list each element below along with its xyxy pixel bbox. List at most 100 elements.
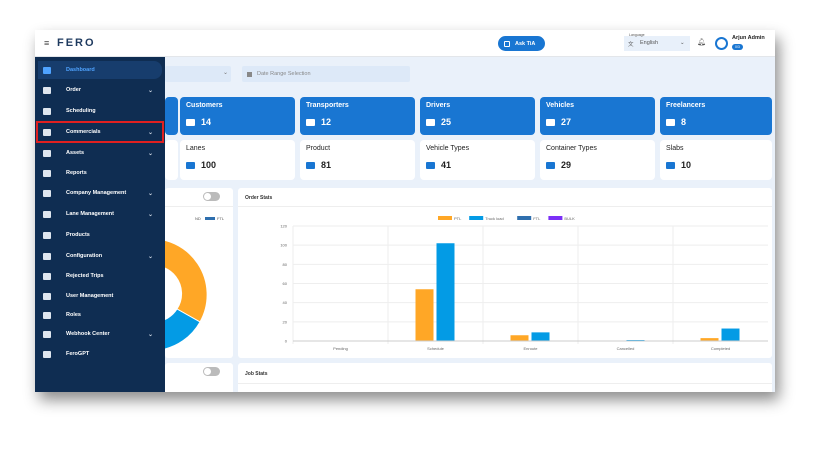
legend-label: FTL (533, 216, 541, 221)
stat-value: 14 (201, 117, 212, 127)
sidebar-item-rejected-trips[interactable]: Rejected Trips (38, 267, 162, 285)
y-tick-label: 120 (280, 224, 287, 229)
stat-value: 27 (561, 117, 572, 127)
legend-swatch (548, 216, 563, 220)
stat-card-container-types[interactable]: Container Types 29 (540, 140, 655, 180)
stat-value: 10 (681, 160, 692, 170)
chevron-down-icon: ⌄ (680, 40, 685, 46)
sidebar-item-label: Dashboard (66, 67, 95, 73)
stat-value: 81 (321, 160, 332, 170)
sidebar-item-lane-management[interactable]: Lane Management ⌄ (38, 205, 162, 223)
stat-label: Drivers (426, 102, 451, 109)
legend-swatch (438, 216, 452, 220)
transporter-icon (306, 118, 315, 126)
language-value: English (640, 40, 659, 46)
top-header: ≡ FERO Ask TiA Language 文 English ⌄ 🔔︎ A… (35, 30, 775, 57)
roles-icon (43, 311, 51, 319)
legend-label: BULK (564, 216, 575, 221)
ask-tia-button[interactable]: Ask TiA (498, 36, 545, 51)
bell-icon[interactable]: 🔔︎ (697, 39, 706, 46)
x-tick-label: Schedule (427, 346, 444, 351)
sidebar-item-roles[interactable]: Roles (38, 306, 162, 324)
sidebar-item-label: Roles (66, 312, 81, 318)
products-icon (43, 231, 51, 239)
logo: FERO (57, 37, 96, 49)
sidebar-item-reports[interactable]: Reports (38, 164, 162, 182)
filter-select[interactable]: ⌄ (165, 66, 231, 82)
stat-card-transporters[interactable]: Transporters 12 (300, 97, 415, 135)
stat-card-hidden[interactable] (165, 140, 178, 180)
legend-swatch (469, 216, 484, 220)
order-icon (43, 86, 51, 94)
scheduling-icon (43, 107, 51, 115)
commercials-icon (43, 128, 51, 136)
x-tick-label: Pending (333, 346, 348, 351)
date-range-input[interactable]: Date Range Selection (242, 66, 410, 82)
stat-label: Vehicle Types (426, 145, 470, 152)
company-icon (43, 189, 51, 197)
stat-value: 12 (321, 117, 332, 127)
bar-ptl[interactable] (510, 335, 529, 341)
sidebar-item-user-management[interactable]: User Management (38, 287, 162, 305)
stat-card-freelancers[interactable]: Freelancers 8 (660, 97, 772, 135)
sidebar-item-products[interactable]: Products (38, 226, 162, 244)
job-toggle-panel (165, 363, 233, 392)
avatar[interactable] (715, 37, 728, 50)
y-tick-label: 0 (285, 339, 288, 344)
sidebar-item-commercials[interactable]: Commercials ⌄ (36, 121, 164, 143)
language-label: Language (629, 33, 645, 37)
container-icon (546, 161, 555, 169)
lane-icon (43, 210, 51, 218)
stat-label: Product (306, 145, 331, 152)
stat-card-drivers[interactable]: Drivers 25 (420, 97, 535, 135)
stat-label: Container Types (546, 145, 597, 152)
y-tick-label: 40 (283, 300, 288, 305)
legend-label-ftl: FTL (217, 216, 225, 221)
bar-truck-load[interactable] (531, 332, 550, 341)
stat-card-vehicles[interactable]: Vehicles 27 (540, 97, 655, 135)
legend-swatch (517, 216, 532, 220)
donut-slice-truckload (165, 308, 201, 350)
bar-truck-load[interactable] (721, 328, 740, 341)
sidebar-item-company-management[interactable]: Company Management ⌄ (38, 184, 162, 202)
chevron-down-icon: ⌄ (147, 150, 153, 157)
sidebar-item-scheduling[interactable]: Scheduling (38, 102, 162, 120)
stat-card-vehicle-types[interactable]: Vehicle Types 41 (420, 140, 535, 180)
sidebar-item-order[interactable]: Order ⌄ (38, 81, 162, 99)
sidebar-item-webhook-center[interactable]: Webhook Center ⌄ (38, 325, 162, 343)
stat-label: Slabs (666, 145, 684, 152)
gear-icon (43, 252, 51, 260)
sidebar-item-label: FeroGPT (66, 351, 90, 357)
hamburger-menu-icon[interactable]: ≡ (44, 38, 50, 48)
bar-ptl[interactable] (415, 289, 434, 341)
chevron-down-icon: ⌄ (147, 190, 153, 197)
chevron-down-icon: ⌄ (147, 331, 153, 338)
y-tick-label: 20 (283, 319, 288, 324)
bar-truck-load[interactable] (436, 243, 455, 341)
stat-card-lanes[interactable]: Lanes 100 (180, 140, 295, 180)
sidebar-item-ferogpt[interactable]: FeroGPT (38, 345, 162, 363)
stat-value: 100 (201, 160, 217, 170)
sidebar-item-label: Products (66, 232, 90, 238)
bar-ptl[interactable] (700, 338, 719, 341)
stat-value: 8 (681, 117, 687, 127)
chevron-down-icon: ⌄ (223, 70, 229, 76)
sidebar-item-label: Rejected Trips (66, 273, 104, 279)
stat-card-customers[interactable]: Customers 14 (180, 97, 295, 135)
sidebar-item-configuration[interactable]: Configuration ⌄ (38, 247, 162, 265)
user-badge: 0/3 (732, 44, 743, 50)
stat-card-slabs[interactable]: Slabs 10 (660, 140, 772, 180)
toggle-switch[interactable] (203, 367, 220, 376)
language-select[interactable]: Language 文 English ⌄ (624, 33, 690, 51)
app-window: ≡ FERO Ask TiA Language 文 English ⌄ 🔔︎ A… (35, 30, 775, 392)
chevron-down-icon: ⌄ (147, 211, 153, 218)
calendar-icon (247, 71, 252, 77)
rejected-icon (43, 272, 51, 280)
stat-card-hidden[interactable] (165, 97, 178, 135)
stat-card-product[interactable]: Product 81 (300, 140, 415, 180)
toggle-switch[interactable] (203, 192, 220, 201)
sidebar-item-assets[interactable]: Assets ⌄ (38, 144, 162, 162)
cloud-icon (43, 350, 51, 358)
sidebar-item-dashboard[interactable]: Dashboard (38, 61, 162, 79)
date-range-placeholder: Date Range Selection (257, 71, 311, 77)
